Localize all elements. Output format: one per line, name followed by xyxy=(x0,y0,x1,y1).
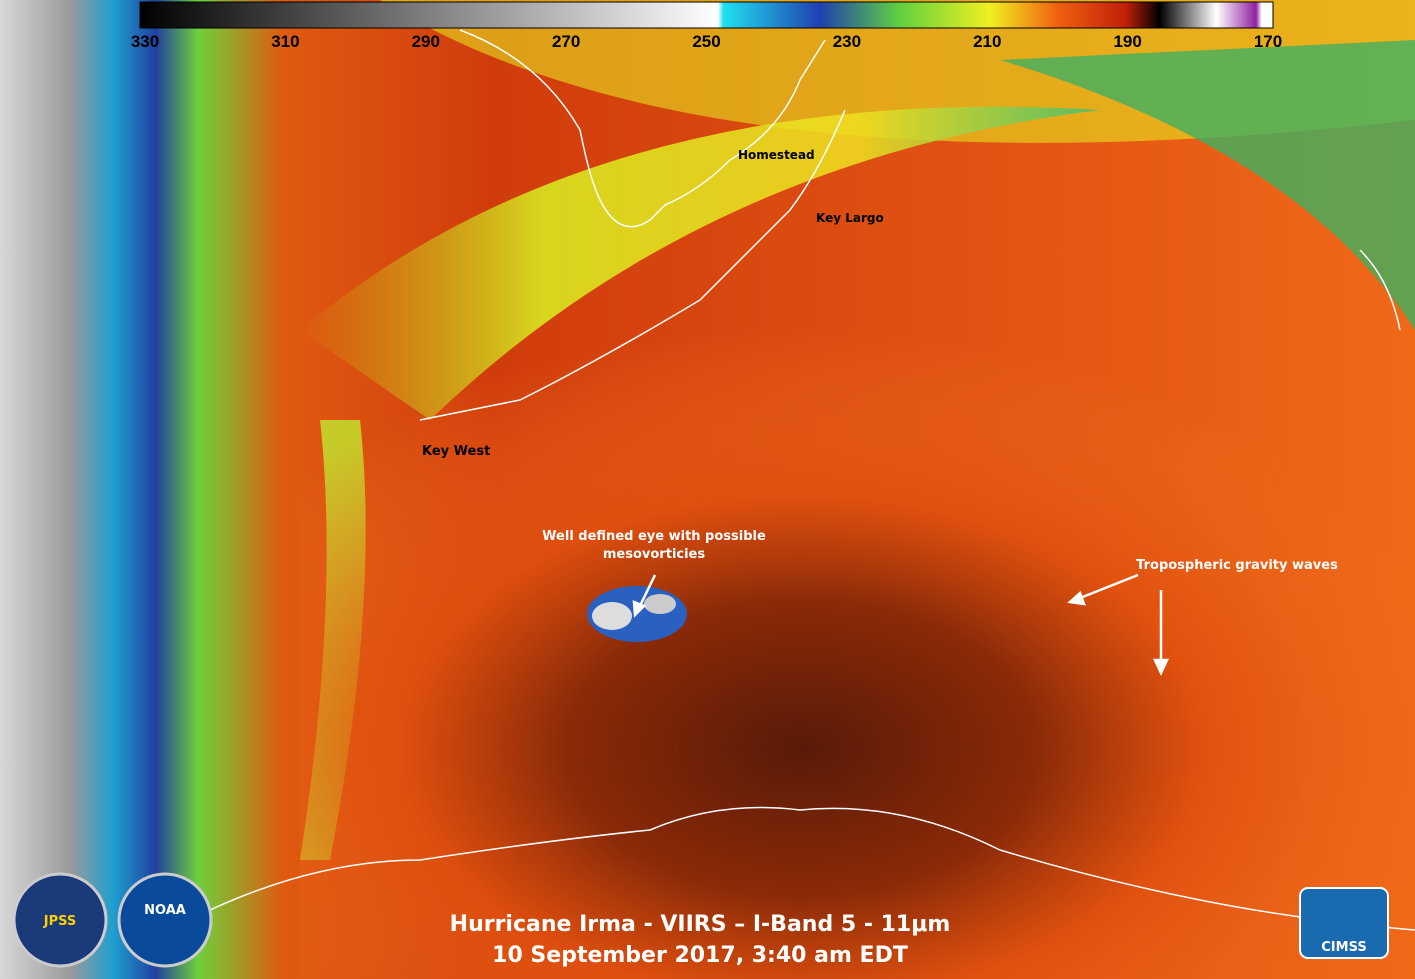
colorbar-tick-label: 310 xyxy=(271,32,299,51)
title: Hurricane Irma - VIIRS – I-Band 5 - 11μm xyxy=(450,912,951,937)
colorbar-tick-label: 230 xyxy=(833,32,861,51)
eye xyxy=(592,602,632,630)
logo xyxy=(12,872,108,968)
logo-text: NOAA xyxy=(144,903,186,918)
arrows xyxy=(632,573,1169,676)
annotation: mesovorticies xyxy=(603,547,705,562)
colorbar-tick-label: 250 xyxy=(692,32,720,51)
place-label: Key West xyxy=(422,444,490,459)
logo xyxy=(117,872,213,968)
storm xyxy=(300,280,1415,979)
colorbar-tick-label: 170 xyxy=(1254,32,1282,51)
eye xyxy=(644,594,676,614)
logo-text: JPSS xyxy=(43,914,77,929)
colorbar-tick-label: 210 xyxy=(973,32,1001,51)
logo-text: CIMSS xyxy=(1321,940,1366,955)
annotation: Tropospheric gravity waves xyxy=(1136,558,1338,573)
colorbar-tick-label: 290 xyxy=(412,32,440,51)
colorbar-tick-label: 190 xyxy=(1113,32,1141,51)
colorbar-tick-label: 330 xyxy=(131,32,159,51)
logo xyxy=(1299,887,1389,959)
cloud-band xyxy=(1000,40,1415,330)
coastline xyxy=(169,29,1415,931)
subtitle: 10 September 2017, 3:40 am EDT xyxy=(492,943,908,968)
annotation: Well defined eye with possible xyxy=(542,529,766,544)
place-label: Key Largo xyxy=(816,211,884,225)
colorbar-tick-label: 270 xyxy=(552,32,580,51)
colorbar xyxy=(139,1,1274,29)
place-label: Homestead xyxy=(738,148,815,162)
